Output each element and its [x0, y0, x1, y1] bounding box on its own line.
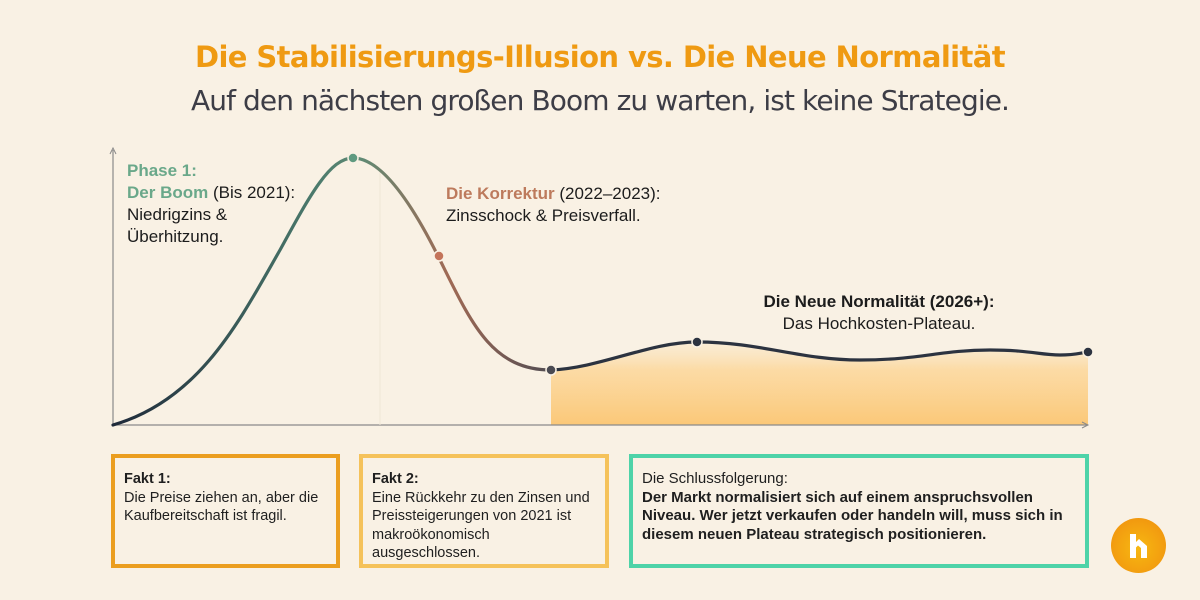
fact-2-box: Fakt 2: Eine Rückkehr zu den Zinsen und … — [359, 454, 609, 568]
phase1-period: (Bis 2021): — [208, 183, 296, 202]
fact-1-body: Die Preise ziehen an, aber die Kaufberei… — [124, 489, 319, 525]
page-title: Die Stabilisierungs-Illusion vs. Die Neu… — [194, 40, 1006, 74]
conclusion-body: Der Markt normalisiert sich auf einem an… — [642, 488, 1063, 543]
x-axis-arrow — [1081, 421, 1090, 429]
peak-point — [347, 152, 359, 164]
phase1-name: Der Boom — [127, 183, 209, 202]
phase1-prefix: Phase 1: — [127, 161, 197, 180]
fact-2-heading: Fakt 2: — [372, 471, 419, 487]
new-normal-line1: Das Hochkosten-Plateau. — [782, 314, 976, 333]
plateau-end-point — [1082, 346, 1094, 358]
trough-point — [545, 364, 557, 376]
phase1-line1: Niedrigzins & — [127, 205, 228, 224]
conclusion-heading: Die Schlussfolgerung: — [642, 470, 788, 487]
new-normal-title: Die Neue Normalität (2026+): — [763, 292, 995, 311]
page-subtitle: Auf den nächsten großen Boom zu warten, … — [190, 84, 1010, 117]
new-normal-label: Die Neue Normalität (2026+): Das Hochkos… — [729, 291, 1029, 335]
plateau-curve — [549, 340, 1090, 372]
conclusion-box: Die Schlussfolgerung: Der Markt normalis… — [629, 454, 1089, 568]
y-axis-arrow — [109, 146, 117, 155]
phase1-line2: Überhitzung. — [127, 227, 224, 246]
korrektur-period: (2022–2023): — [554, 184, 661, 203]
fact-1-heading: Fakt 1: — [124, 471, 171, 487]
plateau-high-point — [691, 336, 703, 348]
korrektur-label: Die Korrektur (2022–2023): Zinsschock & … — [446, 183, 661, 227]
korrektur-line1: Zinsschock & Preisverfall. — [446, 206, 641, 225]
fact-1-box: Fakt 1: Die Preise ziehen an, aber die K… — [111, 454, 340, 568]
correction-point — [433, 250, 445, 262]
phase1-label: Phase 1: Der Boom (Bis 2021): Niedrigzin… — [127, 160, 295, 248]
house-n-logo-icon — [1111, 518, 1166, 573]
fact-2-body: Eine Rückkehr zu den Zinsen und Preisste… — [372, 489, 590, 562]
korrektur-name: Die Korrektur — [446, 184, 555, 203]
plateau-area — [551, 342, 1088, 425]
